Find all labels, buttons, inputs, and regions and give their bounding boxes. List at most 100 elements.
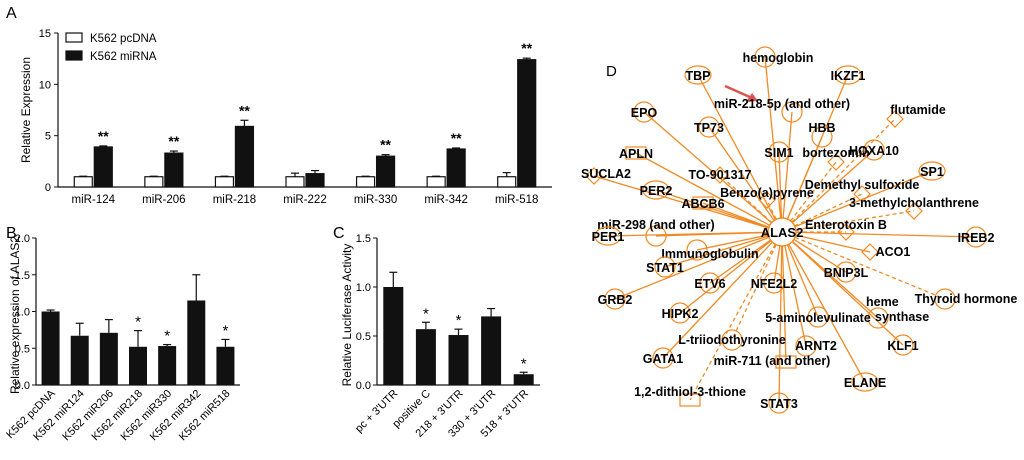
network-node-shape (594, 226, 622, 246)
chart-a-significance: ** (451, 130, 462, 146)
network-node-label: Enterotoxin B (805, 218, 887, 232)
chart-b-significance: * (223, 322, 229, 339)
network-node-shape (721, 329, 743, 351)
chart-a-bar (446, 148, 466, 188)
network-node-label: SUCLA2 (581, 167, 631, 181)
legend-label-mirna: K562 miRNA (90, 51, 157, 63)
chart-a-bar (517, 59, 537, 188)
network-node-label: 5-aminolevulinate (765, 311, 871, 325)
panel-letter-d: D (606, 63, 617, 80)
network-edge (731, 231, 783, 341)
network-node-shape (965, 226, 987, 248)
chart-c-significance: * (456, 312, 462, 329)
chart-b-bar (41, 311, 60, 385)
network-node-shape (604, 288, 626, 310)
network-node-label: KLF1 (887, 339, 918, 353)
network-node-label: APLN (619, 147, 653, 161)
chart-a-xtick-label: miR-342 (424, 194, 467, 206)
chart-a-bar (164, 152, 184, 188)
network-node-label: ELANE (844, 376, 886, 390)
chart-a-bar (144, 176, 164, 188)
network-edge (607, 231, 783, 237)
network-node-shape (853, 185, 871, 203)
network-node-label: GATA1 (643, 352, 684, 366)
network-node-shape (905, 202, 923, 220)
network-node-label: flutamide (890, 103, 946, 117)
chart-b-bar (216, 346, 235, 385)
chart-b-ytick-label: 1.0 (15, 307, 30, 319)
network-node-shape (698, 116, 720, 138)
network-node-label: NFE2L2 (751, 277, 798, 291)
chart-a-significance: ** (239, 102, 250, 118)
chart-c-significance: * (521, 355, 527, 372)
chart-a-significance: ** (521, 40, 532, 56)
network-node-shape (775, 355, 797, 369)
panel-letter-a: A (6, 5, 17, 22)
chart-a-bar (355, 176, 376, 188)
network-node-label: PER2 (640, 184, 673, 198)
network-edge (781, 170, 933, 233)
chart-a-xtick-label: miR-222 (283, 194, 326, 206)
network-d: hemoglobin TBP IKZF1 miR-218-5p (and other)… (581, 46, 1017, 414)
network-node-shape (645, 225, 667, 247)
network-node-shape (669, 302, 691, 324)
chart-a-bar (234, 125, 255, 188)
network-center-shape (767, 217, 797, 247)
network-node-shape (768, 141, 790, 163)
network-node-shape (811, 126, 833, 148)
chart-c-ytick-label: 0.0 (356, 380, 371, 392)
network-edge (781, 136, 823, 233)
network-edge (778, 231, 783, 404)
chart-b-significance: * (135, 314, 141, 331)
legend-label-pcdna: K562 pcDNA (90, 33, 157, 45)
network-node-shape (585, 167, 603, 185)
chart-c-ylabel: Relative Luciferase Activity (340, 244, 354, 387)
chart-a-bar (214, 176, 235, 188)
network-node-shape (642, 180, 670, 200)
network-node-label: heme synthase (866, 295, 929, 324)
network-edge (689, 231, 783, 401)
network-center-label: ALAS2 (761, 225, 804, 240)
network-node-shape (654, 256, 676, 278)
chart-a-ylabel: Relative Expression (19, 57, 33, 163)
highlight-arrow-shaft (724, 84, 753, 100)
chart-a-bar (375, 155, 396, 188)
chart-a-significance: ** (168, 133, 179, 149)
panel-letter-c: C (333, 225, 345, 242)
network-node-shape (918, 161, 946, 181)
network-edge (781, 111, 793, 233)
chart-c-ytick-label: 1.0 (356, 282, 371, 294)
network-node-label: HIPK2 (662, 307, 699, 321)
network-edge (781, 231, 787, 363)
network-edge (679, 231, 783, 314)
network-node-label: Benzo(a)pyrene (720, 186, 814, 200)
network-node-label: bortezomib (802, 146, 870, 160)
chart-a-bar (305, 173, 325, 188)
network-node-label: HOXA10 (849, 144, 899, 158)
network-edge (709, 231, 783, 284)
network-node-label: miR-218-5p (and other) (714, 97, 850, 111)
network-node-shape (827, 153, 845, 171)
network-node-shape (835, 261, 857, 283)
network-edge (781, 231, 866, 383)
network-node-shape (763, 272, 785, 294)
chart-a-significance: ** (380, 137, 391, 153)
chart-b-xtick-label: K562 pcDNA (4, 387, 58, 441)
network-node-label: STAT1 (646, 261, 684, 275)
legend-swatch-mirna (65, 50, 83, 61)
network-node-shape (837, 223, 855, 241)
network-node-shape (633, 101, 655, 123)
network-node-label: IKZF1 (831, 69, 866, 83)
chart-c-ytick-label: 0.5 (356, 331, 371, 343)
network-node-label: L-triiodothyronine (678, 333, 786, 347)
panel-letter-b: B (6, 225, 17, 242)
chart-c-bar (448, 335, 469, 385)
chart-c-xtick-label: pc + 3'UTR (353, 388, 400, 435)
network-edge (614, 231, 783, 300)
chart-a-significance: ** (98, 128, 109, 144)
network-edge (781, 231, 871, 253)
network-node-label: ABCB6 (681, 197, 724, 211)
chart-b: Relative expression of ALAS2 0.0 0.5 1.0 1.… (4, 233, 240, 443)
chart-c: Relative Luciferase Activity 0.0 0.5 1.0 1.… (340, 233, 540, 440)
chart-a-xtick-label: miR-206 (142, 194, 185, 206)
